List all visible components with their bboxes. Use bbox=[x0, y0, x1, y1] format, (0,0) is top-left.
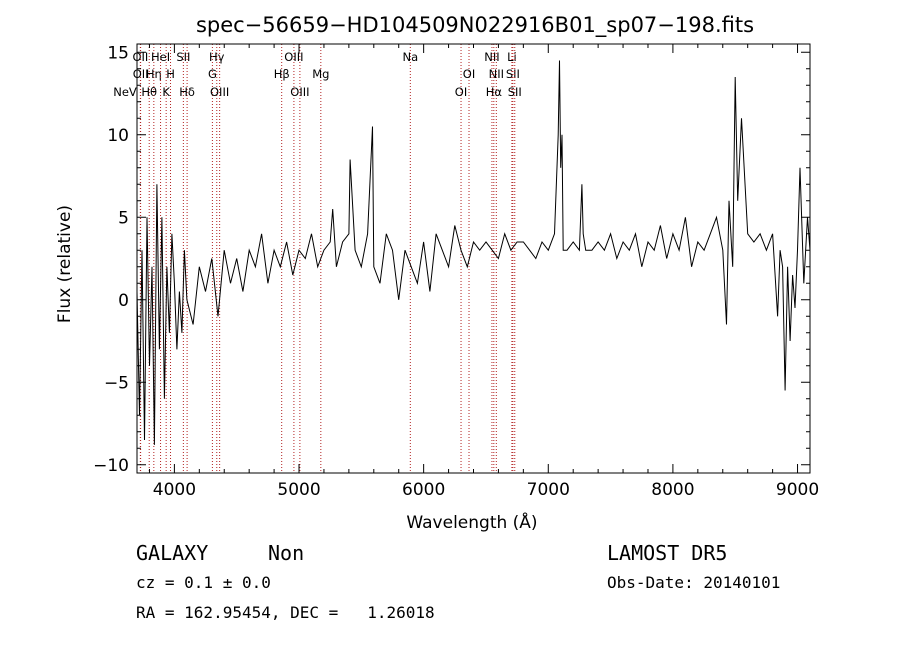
line-label-17: Na bbox=[402, 50, 418, 64]
classification-text: GALAXY bbox=[136, 541, 209, 565]
line-label-16: Mg bbox=[312, 67, 329, 81]
coordinates-text: RA = 162.95454, DEC = 1.26018 bbox=[136, 603, 435, 622]
line-label-12: OIII bbox=[210, 85, 229, 99]
line-label-11: G bbox=[208, 67, 217, 81]
line-label-9: Hδ bbox=[179, 85, 195, 99]
line-label-5: HeI bbox=[151, 50, 170, 64]
line-label-25: SII bbox=[508, 85, 522, 99]
line-label-14: OIII bbox=[284, 50, 303, 64]
series-layer bbox=[136, 60, 811, 445]
x-tick-label-5: 9000 bbox=[776, 480, 819, 500]
redshift-text: cz = 0.1 ± 0.0 bbox=[136, 573, 271, 592]
x-tick-label-1: 5000 bbox=[277, 480, 320, 500]
x-tick-label-3: 7000 bbox=[527, 480, 570, 500]
y-tick-label-1: −5 bbox=[104, 373, 129, 393]
line-label-13: Hβ bbox=[274, 67, 290, 81]
y-axis-label: Flux (relative) bbox=[55, 205, 75, 323]
x-tick-label-4: 8000 bbox=[651, 480, 694, 500]
line-label-15: OIII bbox=[290, 85, 309, 99]
survey-text: LAMOST DR5 bbox=[607, 541, 728, 565]
line-label-6: K bbox=[162, 85, 170, 99]
line-label-24: SII bbox=[506, 67, 520, 81]
x-tick-label-2: 6000 bbox=[402, 480, 445, 500]
tick-layer: 4000 5000 6000 7000 8000 9000 −10 −5 0 5 10 15 bbox=[93, 43, 819, 500]
line-label-10: Hγ bbox=[209, 50, 225, 64]
line-label-22: Hα bbox=[486, 85, 503, 99]
y-tick-label-5: 15 bbox=[107, 43, 129, 63]
y-tick-label-4: 10 bbox=[107, 126, 129, 146]
line-label-8: SII bbox=[176, 50, 190, 64]
spectrum-series-0 bbox=[136, 60, 811, 445]
x-tick-label-0: 4000 bbox=[153, 480, 196, 500]
line-label-7: H bbox=[166, 67, 175, 81]
line-label-23: Li bbox=[507, 50, 517, 64]
line-label-19: OI bbox=[463, 67, 475, 81]
line-label-20: NII bbox=[484, 50, 499, 64]
line-label-4: Hη bbox=[146, 67, 162, 81]
line-label-0: NeV bbox=[113, 85, 137, 99]
line-label-18: OI bbox=[455, 85, 467, 99]
line-label-3: Hθ bbox=[141, 85, 157, 99]
line-label-21: NII bbox=[489, 67, 504, 81]
chart-title: spec−56659−HD104509N022916B01_sp07−198.f… bbox=[196, 13, 754, 38]
x-axis-label: Wavelength (Å) bbox=[406, 511, 537, 533]
plot-frame bbox=[136, 43, 811, 474]
subclass-text: Non bbox=[268, 541, 305, 565]
line-marker-layer: NeVOIIOIIHθHηHeIKHSIIHδHγGOIIIHβOIIIOIII… bbox=[113, 44, 522, 473]
y-tick-label-0: −10 bbox=[93, 456, 129, 476]
obs-date-text: Obs-Date: 20140101 bbox=[607, 573, 781, 592]
y-tick-label-3: 5 bbox=[118, 208, 129, 228]
y-tick-label-2: 0 bbox=[118, 291, 129, 311]
